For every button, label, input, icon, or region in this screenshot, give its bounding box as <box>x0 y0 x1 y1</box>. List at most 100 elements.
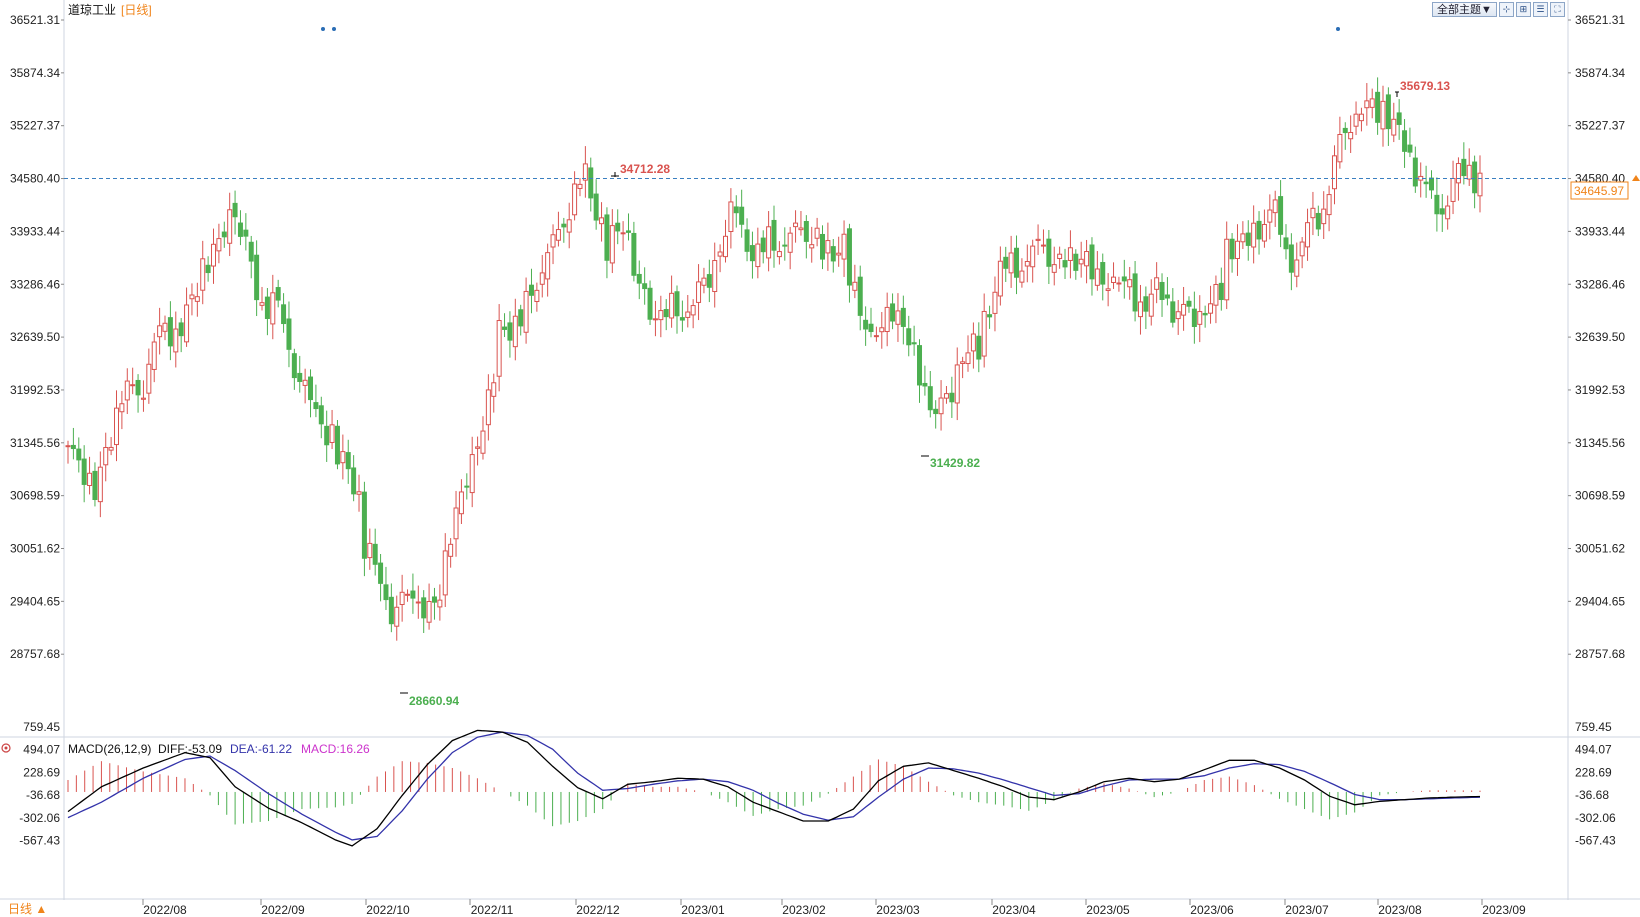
candle-body <box>1364 100 1370 109</box>
candle-body <box>1003 256 1009 269</box>
macd-tick-label: 228.69 <box>23 765 60 779</box>
split-icon[interactable]: ⊞ <box>1515 2 1531 17</box>
candle-body <box>927 386 933 411</box>
candle-body <box>534 289 540 303</box>
chart-toolbar: 全部主题▼ ⊹ ⊞ ☰ ⛶ <box>1432 2 1565 17</box>
candle-body <box>329 424 335 443</box>
price-tick-label: 35874.34 <box>10 66 60 80</box>
candle-body <box>1073 253 1079 271</box>
price-tick-label: 35227.37 <box>1575 119 1625 133</box>
candle-body <box>1105 288 1111 291</box>
candle-body <box>922 382 928 387</box>
candle-body <box>130 384 136 387</box>
candle-body <box>717 251 723 257</box>
candle-body <box>1450 177 1456 202</box>
month-label: 2023/01 <box>681 903 725 917</box>
candle-body <box>696 281 702 303</box>
candle-body <box>1391 118 1397 136</box>
candle-body <box>512 315 518 348</box>
month-label: 2023/03 <box>876 903 920 917</box>
candle-body <box>1121 276 1127 282</box>
price-tick-label: 32639.50 <box>10 330 60 344</box>
candle-body <box>178 322 184 337</box>
macd-title: MACD(26,12,9) <box>68 742 151 756</box>
high-marker: 34712.28 <box>611 162 670 177</box>
candle-body <box>690 305 696 316</box>
candle-body <box>1310 207 1316 219</box>
candle-body <box>1299 241 1305 257</box>
candle-body <box>205 264 211 274</box>
candle-body <box>776 251 782 258</box>
candle-body <box>1272 199 1278 214</box>
candle-body <box>1267 209 1273 223</box>
event-markers[interactable] <box>321 27 1340 31</box>
macd-tick-label: 759.45 <box>23 720 60 734</box>
candle-body <box>615 222 621 232</box>
candle-body <box>345 452 351 470</box>
candle-body <box>1348 131 1354 140</box>
period-button[interactable]: 日线 ▲ <box>8 902 47 916</box>
list-icon[interactable]: ☰ <box>1532 2 1548 17</box>
candle-body <box>938 397 944 415</box>
candle-body <box>1057 253 1063 259</box>
candle-body <box>857 276 863 316</box>
event-dot[interactable] <box>321 27 325 31</box>
candle-body <box>308 376 314 401</box>
candle-body <box>1423 181 1429 185</box>
candle-body <box>1455 163 1461 184</box>
candle-body <box>254 254 260 301</box>
month-label: 2023/07 <box>1285 903 1329 917</box>
month-label: 2023/09 <box>1482 903 1526 917</box>
candle-body <box>383 584 389 601</box>
candle-body <box>1067 247 1073 261</box>
candle-body <box>162 322 168 332</box>
candle-body <box>167 317 173 347</box>
period-tag: [日线] <box>121 3 152 17</box>
candle-body <box>1331 155 1337 190</box>
candle-body <box>1035 238 1041 241</box>
candle-body <box>1288 244 1294 273</box>
candle-body <box>1396 112 1402 125</box>
price-tick-label: 36521.31 <box>1575 13 1625 27</box>
month-label: 2022/10 <box>366 903 410 917</box>
event-dot[interactable] <box>332 27 336 31</box>
price-tick-label: 29404.65 <box>10 594 60 608</box>
candle-body <box>264 296 270 319</box>
macd-dea-label: DEA:-61.22 <box>230 742 292 756</box>
event-dot[interactable] <box>1336 27 1340 31</box>
candle-body <box>394 606 400 627</box>
candle-body <box>722 235 728 258</box>
month-label: 2022/12 <box>576 903 620 917</box>
low-label: 28660.94 <box>409 694 459 708</box>
candle-body <box>1251 222 1257 248</box>
candle-body <box>458 491 464 515</box>
candle-body <box>884 306 890 333</box>
price-tick-label: 31345.56 <box>10 436 60 450</box>
period-button-label[interactable]: 日线 ▲ <box>8 902 47 916</box>
fullscreen-icon[interactable]: ⛶ <box>1549 2 1565 17</box>
fit-icon[interactable]: ⊹ <box>1498 2 1514 17</box>
theme-dropdown-button[interactable]: 全部主题▼ <box>1432 2 1497 17</box>
month-axis: 2022/08 2022/09 2022/10 2022/11 2022/12 2023/… <box>142 899 1526 917</box>
candle-body <box>1380 100 1386 130</box>
candle-body <box>189 294 195 300</box>
candle-body <box>879 327 885 333</box>
candle-body <box>1445 205 1451 220</box>
candle-body <box>528 284 534 296</box>
candle-body <box>572 183 578 216</box>
price-tick-label: 31345.56 <box>1575 436 1625 450</box>
candle-body <box>793 222 799 228</box>
candle-body <box>642 283 648 290</box>
chart-title: 道琼工业 <box>68 2 116 17</box>
candle-body <box>1062 260 1068 268</box>
macd-tick-label: -302.06 <box>1575 811 1616 825</box>
candle-body <box>658 310 664 321</box>
candle-body <box>97 466 103 503</box>
candle-body <box>1342 127 1348 134</box>
macd-settings-icon[interactable] <box>1 743 11 753</box>
candle-body <box>836 252 842 256</box>
month-label: 2023/02 <box>782 903 826 917</box>
candle-body <box>954 364 960 404</box>
candle-body <box>1407 144 1413 153</box>
